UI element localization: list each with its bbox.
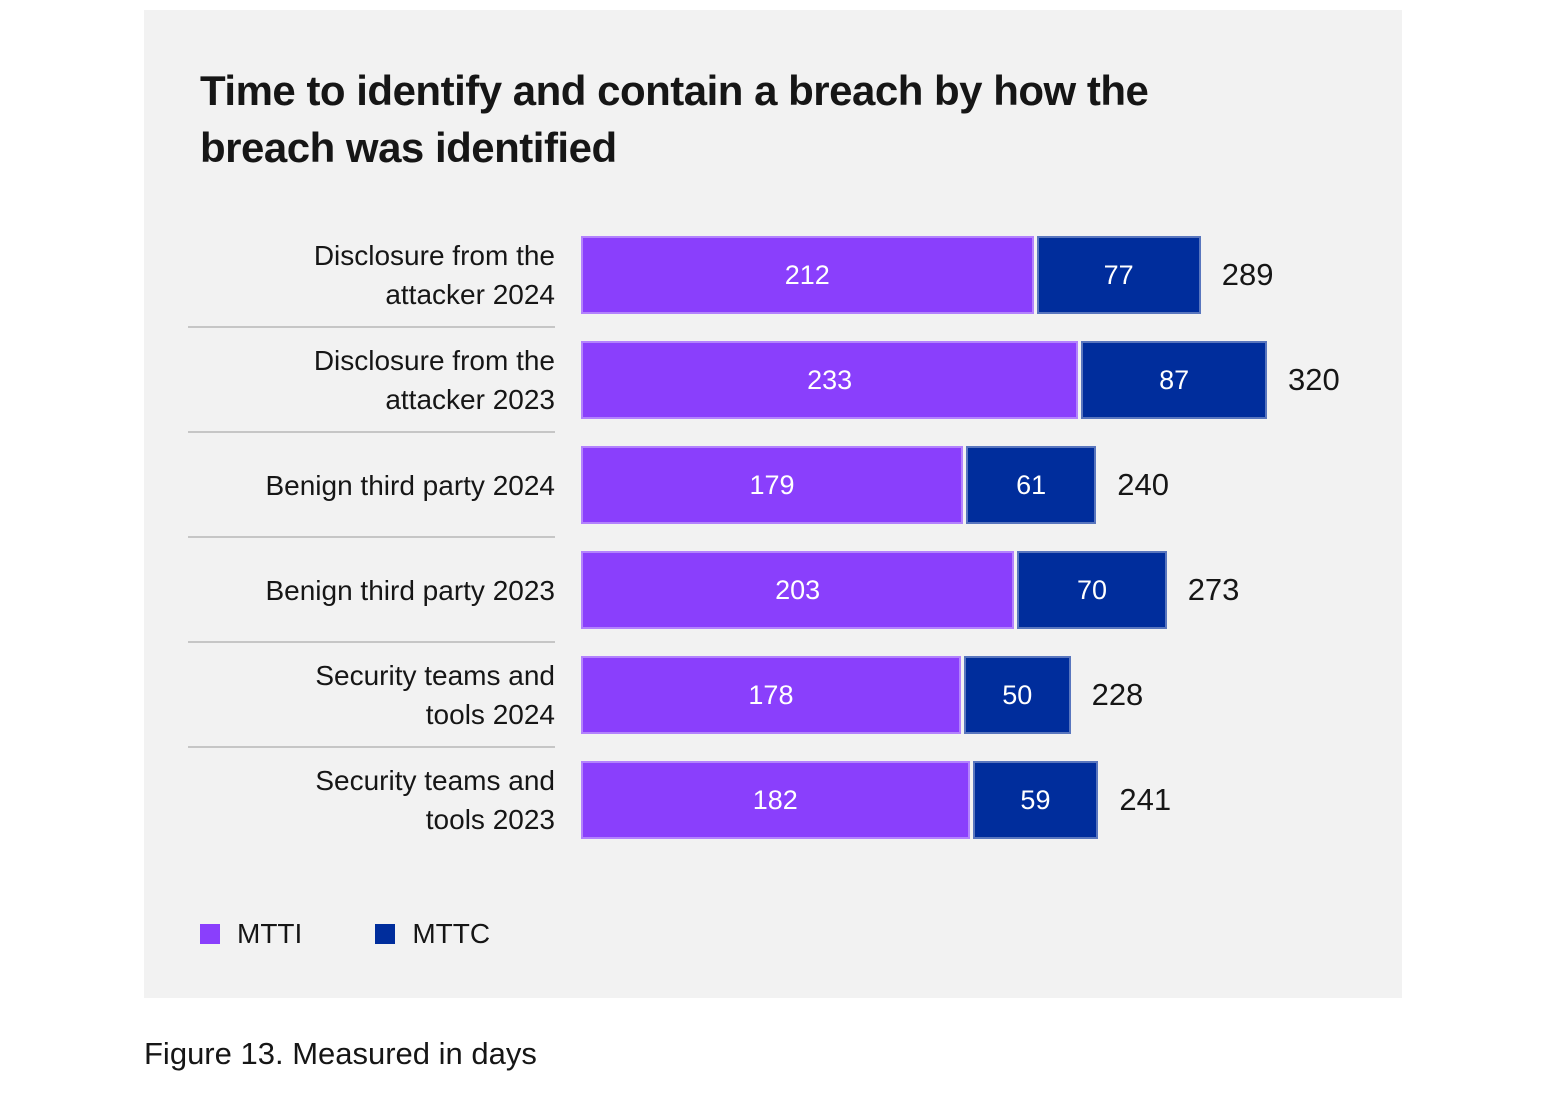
- stacked-bar: 179 61: [581, 446, 1097, 524]
- chart-panel: Time to identify and contain a breach by…: [144, 10, 1402, 998]
- legend-label: MTTC: [412, 918, 491, 949]
- stacked-bar: 233 87: [581, 341, 1267, 419]
- bar-total-label: 240: [1117, 467, 1170, 502]
- legend-swatch-mttc-icon: [375, 924, 396, 944]
- segment-value-label: 233: [807, 364, 853, 395]
- stacked-bar-chart: Disclosure from the attacker 2024 212 77 28…: [188, 236, 1340, 839]
- category-label: Disclosure from the attacker 2024: [313, 240, 555, 310]
- stacked-bar: 203 70: [581, 551, 1167, 629]
- row-divider: [188, 431, 555, 433]
- category-label: Security teams and tools 2024: [315, 660, 555, 730]
- chart-row: Security teams and tools 2023 182 59 241: [188, 761, 1340, 839]
- chart-row: Disclosure from the attacker 2023 233 87 32…: [188, 341, 1340, 419]
- row-divider: [188, 326, 555, 328]
- bar-segment-mttc: 61: [966, 446, 1097, 524]
- bar-total-label: 228: [1091, 677, 1144, 712]
- legend-item-mtti: MTTI: [200, 918, 302, 950]
- chart-row: Disclosure from the attacker 2024 212 77 28…: [188, 236, 1340, 314]
- bar-total-label: 320: [1287, 362, 1340, 397]
- category-label: Disclosure from the attacker 2023: [313, 345, 555, 415]
- chart-legend: MTTI MTTC: [200, 918, 490, 950]
- chart-row: Benign third party 2024 179 61 240: [188, 446, 1340, 524]
- bar-segment-mttc: 70: [1017, 551, 1167, 629]
- segment-value-label: 212: [784, 259, 830, 290]
- bar-segment-mtti: 179: [581, 446, 964, 524]
- segment-value-label: 50: [1002, 679, 1033, 710]
- bar-segment-mttc: 59: [972, 761, 1099, 839]
- bar-total-label: 289: [1221, 257, 1274, 292]
- segment-value-label: 59: [1020, 784, 1051, 815]
- legend-swatch-mtti-icon: [200, 924, 220, 944]
- figure-caption: Figure 13. Measured in days: [144, 1036, 537, 1071]
- stacked-bar: 178 50: [581, 656, 1071, 734]
- bar-segment-mtti: 178: [581, 656, 961, 734]
- category-label: Benign third party 2023: [265, 574, 555, 606]
- segment-value-label: 178: [748, 679, 794, 710]
- bar-segment-mtti: 233: [581, 341, 1079, 419]
- chart-row: Security teams and tools 2024 178 50 228: [188, 656, 1340, 734]
- segment-value-label: 179: [749, 469, 795, 500]
- segment-value-label: 203: [775, 574, 821, 605]
- bar-segment-mtti: 212: [581, 236, 1034, 314]
- row-divider: [188, 641, 555, 643]
- row-divider: [188, 536, 555, 538]
- segment-value-label: 182: [752, 784, 798, 815]
- bar-segment-mttc: 50: [963, 656, 1071, 734]
- segment-value-label: 61: [1016, 469, 1047, 500]
- legend-label: MTTI: [237, 918, 303, 949]
- bar-total-label: 273: [1187, 572, 1240, 607]
- stacked-bar: 212 77: [581, 236, 1201, 314]
- chart-row: Benign third party 2023 203 70 273: [188, 551, 1340, 629]
- bar-segment-mtti: 203: [581, 551, 1015, 629]
- chart-title: Time to identify and contain a breach by…: [200, 67, 1149, 171]
- bar-segment-mtti: 182: [581, 761, 970, 839]
- legend-item-mttc: MTTC: [375, 918, 490, 950]
- stacked-bar: 182 59: [581, 761, 1099, 839]
- segment-value-label: 87: [1159, 364, 1190, 395]
- bar-total-label: 241: [1119, 782, 1172, 817]
- category-label: Benign third party 2024: [265, 469, 555, 501]
- bar-segment-mttc: 87: [1081, 341, 1267, 419]
- bar-segment-mttc: 77: [1036, 236, 1201, 314]
- segment-value-label: 77: [1103, 259, 1134, 290]
- row-divider: [188, 746, 555, 748]
- category-label: Security teams and tools 2023: [315, 765, 555, 835]
- segment-value-label: 70: [1076, 574, 1108, 605]
